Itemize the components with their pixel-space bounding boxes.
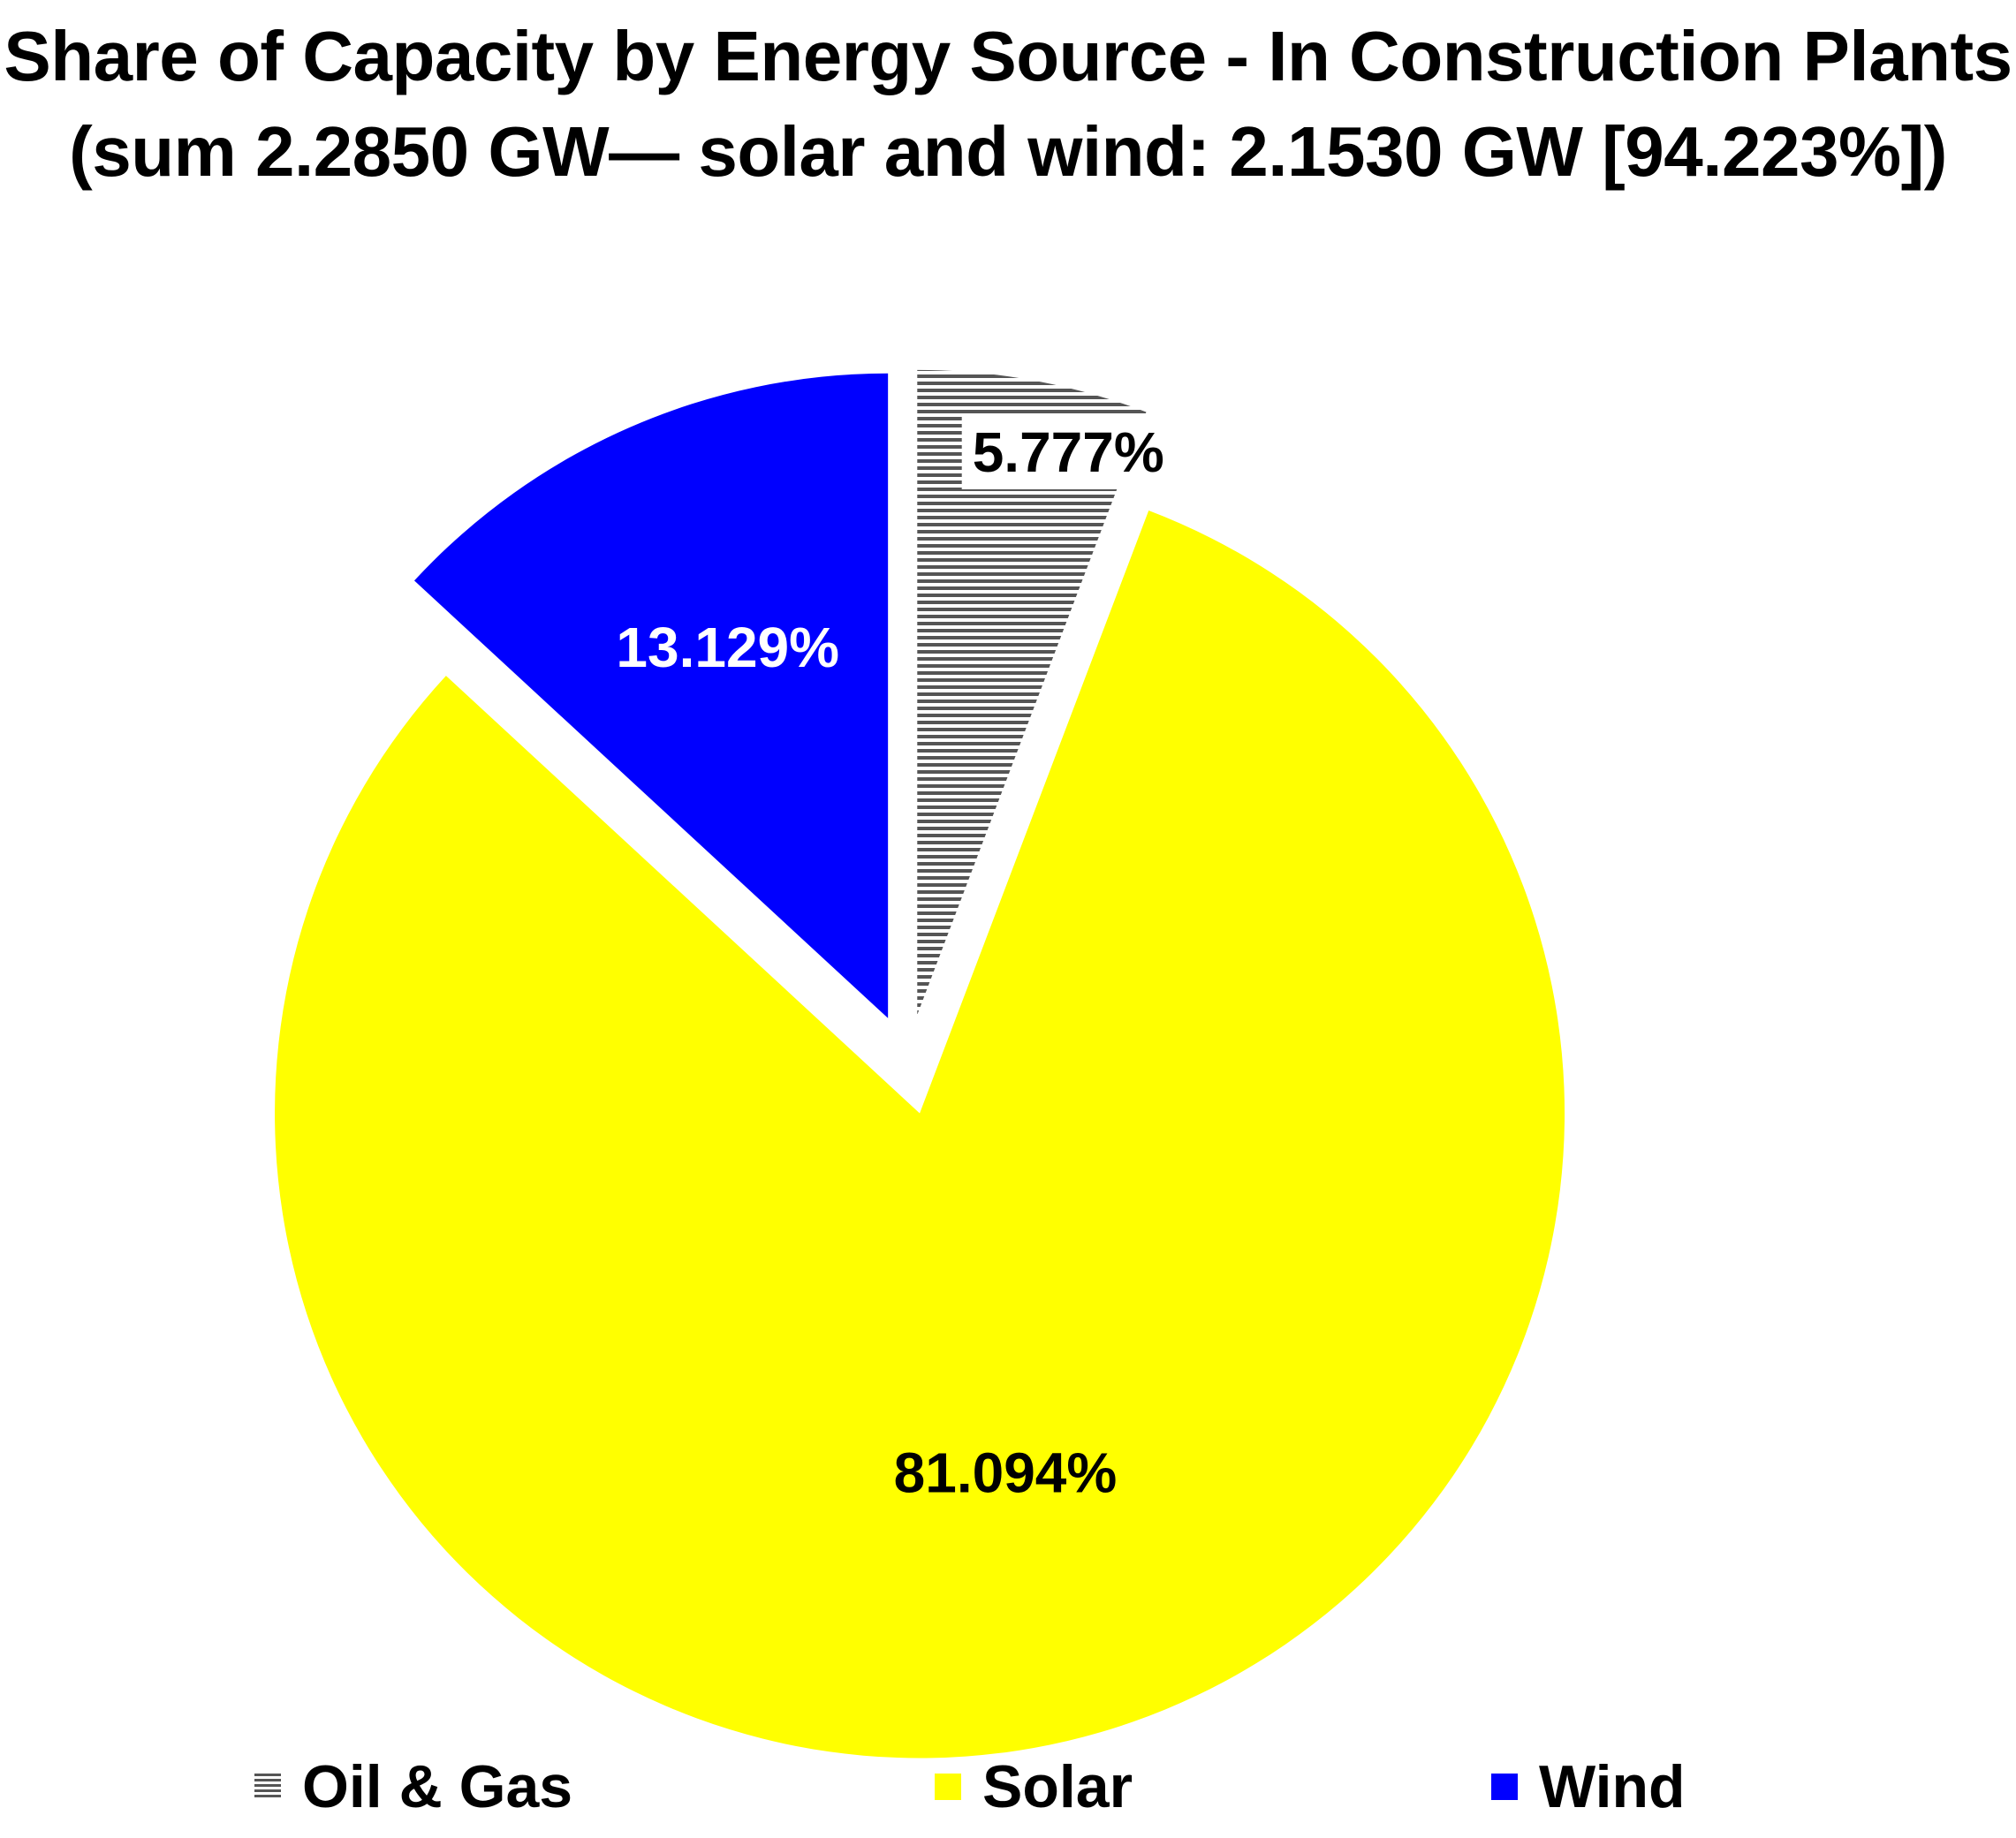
data-label-background-oil-gas [961, 414, 1175, 489]
legend-item-wind: Wind [1491, 1747, 1686, 1827]
pie-slice-wind [413, 373, 889, 1018]
pie-data-labels: 5.777% 81.094% 13.129% [616, 414, 1175, 1505]
data-label-oil-gas: 5.777% [973, 420, 1164, 484]
legend-label-oil-gas: Oil & Gas [302, 1753, 573, 1820]
chart-title: Share of Capacity by Energy Source - In … [4, 17, 2012, 95]
legend-label-solar: Solar [982, 1753, 1133, 1820]
data-label-wind: 13.129% [616, 616, 839, 679]
legend-item-oil-gas: Oil & Gas [254, 1747, 572, 1827]
chart-subtitle: (sum 2.2850 GW— solar and wind: 2.1530 G… [69, 112, 1947, 191]
legend-item-solar: Solar [935, 1747, 1133, 1827]
legend-label-wind: Wind [1539, 1753, 1686, 1820]
legend-swatch-oil-gas [254, 1774, 281, 1800]
data-label-solar: 81.094% [894, 1441, 1118, 1505]
pie-slices [275, 369, 1565, 1759]
chart-title-block: Share of Capacity by Energy Source - In … [0, 9, 2016, 200]
legend-swatch-wind [1491, 1774, 1518, 1800]
pie-slice-oil-gas [917, 369, 1147, 1015]
pie-slice-solar [275, 511, 1565, 1759]
legend-swatch-solar [935, 1774, 961, 1800]
legend: Oil & Gas Solar Wind [0, 1747, 2016, 1827]
